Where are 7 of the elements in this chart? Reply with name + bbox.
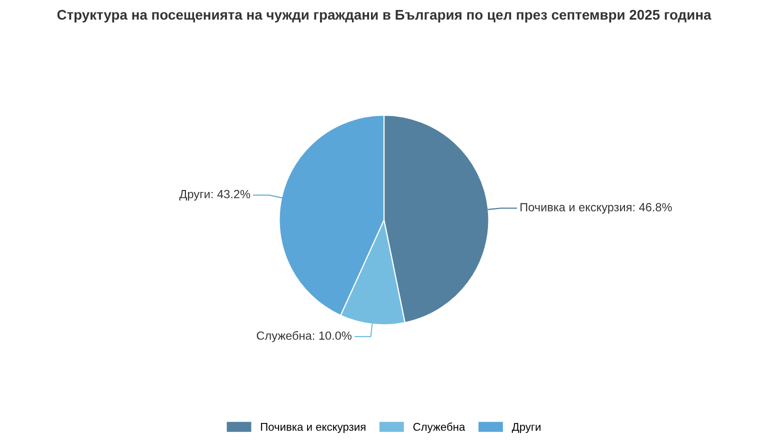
data-label: Служебна: 10.0% xyxy=(256,331,352,342)
legend-label: Служебна xyxy=(413,422,466,433)
legend-label: Други xyxy=(512,423,540,433)
data-label: Други: 43.2% xyxy=(179,190,250,201)
legend-label: Почивка и екскурзия xyxy=(261,423,366,433)
chart-title: Структура на посещенията на чужди граждани в България по цел през септември 2025 година xyxy=(57,10,712,22)
data-label: Почивка и екскурзия: 46.8% xyxy=(520,203,672,214)
